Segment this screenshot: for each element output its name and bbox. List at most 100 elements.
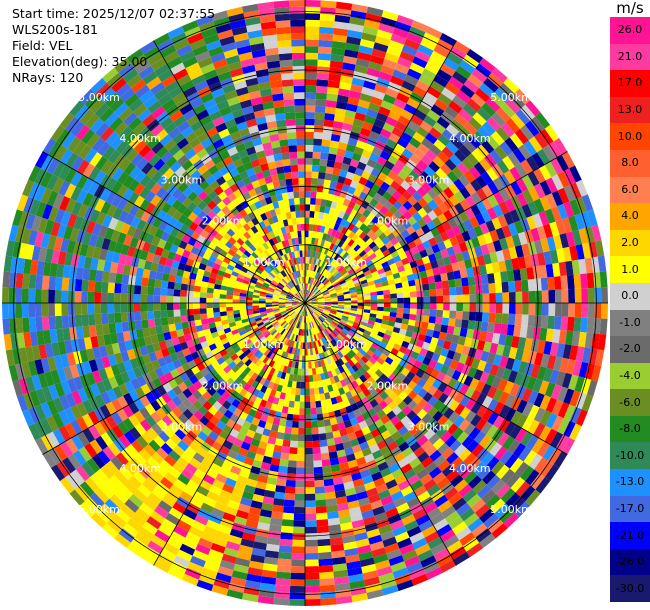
ppi-cell (568, 374, 579, 391)
ppi-cell (365, 360, 374, 369)
ppi-cell (422, 283, 430, 291)
ppi-cell (311, 298, 318, 302)
ppi-cell (507, 222, 518, 236)
ppi-cell (366, 229, 375, 238)
ppi-cell (388, 373, 398, 383)
ppi-cell (356, 270, 364, 277)
ppi-cell (328, 363, 335, 371)
ppi-cell (232, 306, 240, 311)
ppi-cell (578, 258, 587, 275)
ppi-cell (432, 399, 444, 411)
ppi-cell (495, 464, 510, 480)
ppi-cell (325, 431, 334, 440)
ppi-cell (333, 27, 349, 37)
ppi-cell (489, 442, 503, 457)
ppi-cell (354, 361, 363, 370)
ppi-cell (557, 402, 570, 419)
ppi-cell (489, 229, 500, 242)
ppi-cell (366, 212, 376, 222)
ppi-cell (344, 361, 352, 370)
ppi-cell (581, 288, 589, 303)
ppi-cell (320, 446, 329, 454)
ppi-cell (305, 526, 318, 534)
ppi-cell (401, 340, 410, 349)
ppi-cell (107, 303, 115, 314)
ppi-cell (61, 277, 70, 291)
ppi-cell (369, 443, 380, 454)
ppi-cell (306, 309, 309, 316)
ppi-cell (371, 224, 380, 234)
ppi-cell (353, 188, 362, 198)
ppi-cell (504, 259, 514, 272)
ppi-cell (522, 402, 534, 417)
ppi-cell (486, 456, 500, 471)
ppi-cell (329, 242, 335, 251)
ppi-cell (307, 283, 310, 291)
ppi-cell (508, 246, 518, 260)
ppi-cell (305, 46, 319, 54)
ppi-cell (318, 299, 325, 302)
ppi-cell (310, 407, 317, 415)
ppi-cell (316, 79, 329, 87)
ppi-cell (387, 279, 396, 286)
ppi-cell (275, 578, 291, 586)
ppi-cell (329, 355, 335, 364)
ppi-cell (540, 238, 550, 253)
ppi-cell (115, 273, 123, 284)
ppi-cell (335, 286, 342, 292)
ppi-cell (305, 184, 312, 192)
ppi-cell (329, 417, 338, 426)
ppi-cell (322, 261, 329, 269)
ppi-cell (329, 289, 336, 294)
ppi-cell (379, 256, 388, 265)
ppi-cell (557, 203, 569, 220)
ppi-cell (379, 341, 388, 350)
ppi-cell (113, 293, 121, 303)
ppi-cell (574, 376, 585, 393)
ppi-cell (557, 171, 570, 188)
ppi-cell (402, 385, 413, 396)
ppi-cell (406, 32, 423, 45)
ppi-cell (514, 372, 525, 386)
ppi-cell (557, 418, 570, 435)
ppi-cell (351, 519, 365, 529)
ppi-cell (15, 272, 24, 289)
ppi-cell (545, 397, 558, 413)
ppi-cell (455, 233, 465, 244)
ppi-cell (471, 443, 485, 458)
ppi-cell (350, 512, 363, 523)
ppi-cell (427, 188, 439, 200)
ppi-cell (311, 301, 319, 303)
ppi-cell (193, 285, 201, 292)
ppi-cell (308, 292, 314, 298)
ppi-cell (307, 309, 311, 316)
ppi-cell (386, 548, 402, 560)
ppi-cell (450, 456, 464, 470)
ppi-cell (305, 283, 308, 290)
ppi-cell (363, 217, 372, 227)
ppi-cell (337, 333, 345, 341)
ppi-cell (381, 236, 391, 245)
ppi-cell (380, 100, 394, 111)
ppi-cell (432, 195, 444, 207)
ppi-cell (321, 288, 328, 294)
ppi-cell (370, 207, 380, 216)
ppi-cell (314, 486, 325, 494)
ppi-cell (193, 291, 201, 298)
ppi-cell (313, 264, 318, 272)
ppi-cell (341, 315, 349, 320)
ppi-cell (495, 483, 511, 499)
ppi-cell (425, 461, 438, 474)
ppi-cell (502, 435, 515, 451)
ppi-cell (535, 290, 543, 303)
ppi-cell (318, 274, 323, 281)
ppi-cell (419, 270, 428, 279)
ppi-cell (297, 368, 302, 376)
ppi-cell (366, 528, 381, 539)
ppi-cell (94, 291, 102, 303)
ppi-cell (430, 227, 440, 238)
ppi-cell (366, 249, 375, 257)
ppi-cell (305, 447, 313, 455)
ppi-cell (329, 376, 336, 385)
ppi-cell (417, 143, 430, 155)
